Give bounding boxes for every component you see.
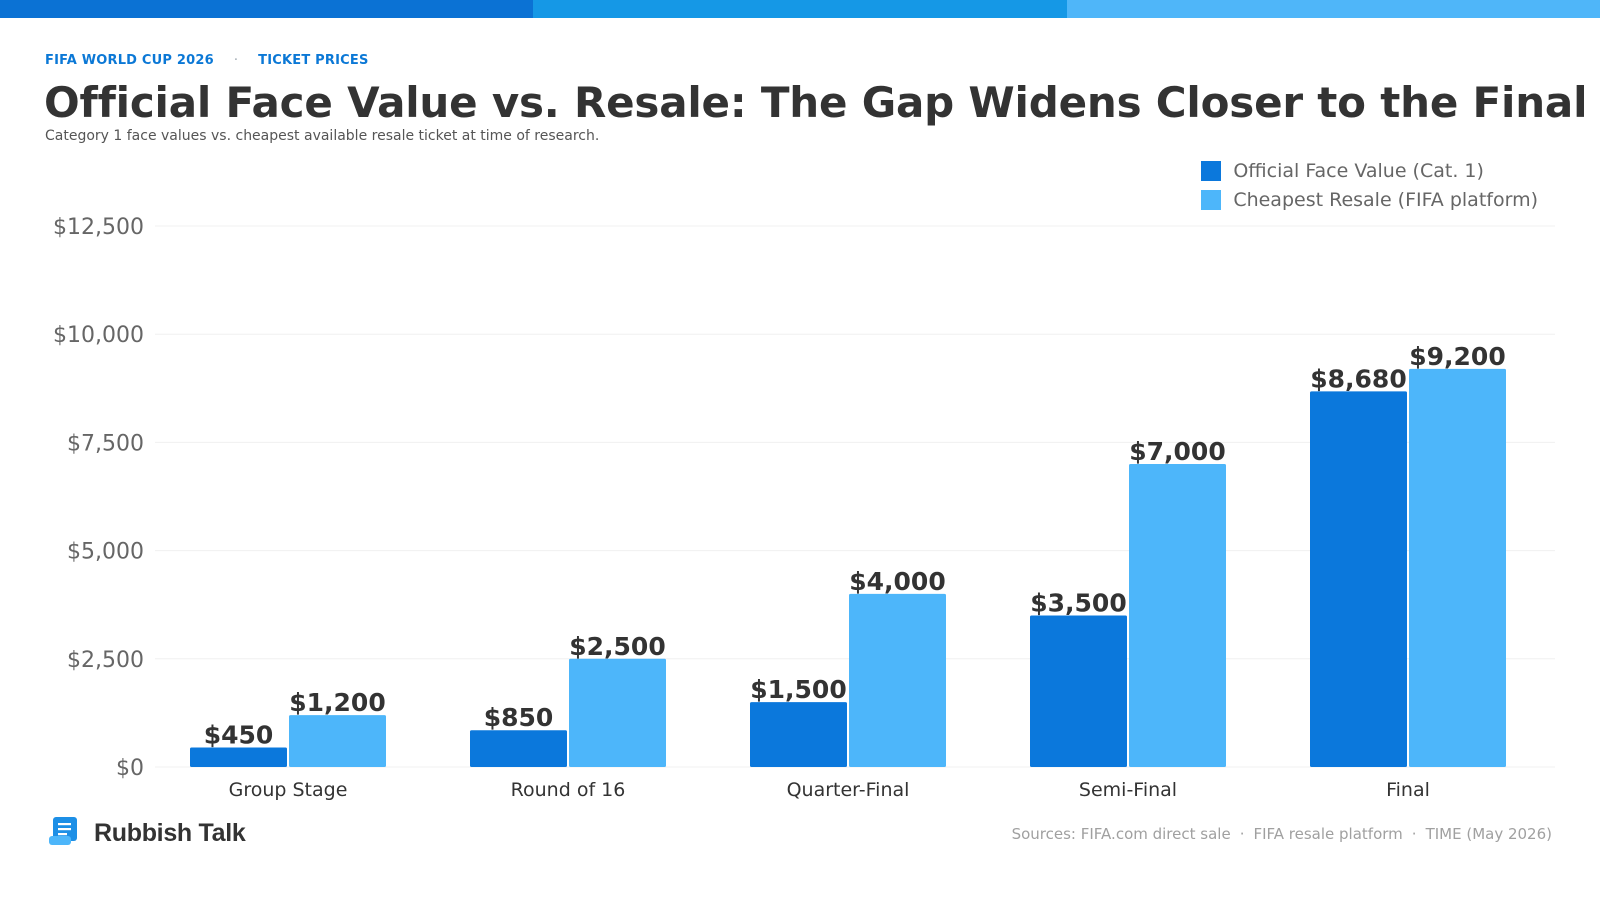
bar-face-value [470, 730, 567, 767]
x-tick-label: Final [1386, 779, 1430, 801]
x-tick-label: Group Stage [229, 779, 348, 801]
data-label: $1,500 [750, 675, 846, 704]
bar-resale [849, 593, 946, 767]
top-accent-segment [533, 0, 1067, 18]
data-label: $2,500 [569, 632, 665, 661]
kicker-separator: · [233, 53, 239, 68]
source-item: FIFA resale platform [1253, 825, 1403, 843]
bar-face-value [1030, 615, 1127, 767]
brand-name: Rubbish Talk [94, 818, 246, 847]
bar-resale [569, 658, 666, 767]
source-separator: · [1239, 825, 1245, 843]
y-tick-label: $5,000 [67, 540, 144, 565]
bar-face-value [1310, 391, 1407, 767]
source-item: TIME (May 2026) [1425, 825, 1552, 843]
top-accent-segment [1066, 0, 1600, 18]
x-tick-label: Quarter-Final [787, 779, 910, 801]
kicker-event: FIFA WORLD CUP 2026 [45, 53, 214, 68]
legend-swatch-resale [1201, 189, 1222, 210]
brand-logo: Rubbish Talk [48, 816, 246, 850]
y-tick-label: $0 [116, 756, 144, 781]
legend-swatch-face-value [1201, 160, 1222, 181]
data-label: $7,000 [1129, 437, 1225, 466]
source-item: Sources: FIFA.com direct sale [1011, 825, 1231, 843]
bar-resale [1409, 368, 1506, 767]
kicker: FIFA WORLD CUP 2026 · TICKET PRICES [45, 53, 369, 68]
y-tick-label: $7,500 [67, 431, 144, 456]
legend-item-face-value: Official Face Value (Cat. 1) [1201, 156, 1538, 185]
data-label: $1,200 [289, 688, 385, 717]
top-accent-bar [0, 0, 1600, 18]
data-label: $3,500 [1030, 589, 1126, 618]
data-label: $8,680 [1310, 364, 1406, 393]
x-tick-label: Round of 16 [511, 779, 626, 801]
legend-item-resale: Cheapest Resale (FIFA platform) [1201, 185, 1538, 214]
scroll-icon [48, 816, 80, 850]
y-tick-label: $10,000 [53, 323, 144, 348]
chart-legend: Official Face Value (Cat. 1) Cheapest Re… [1201, 156, 1538, 214]
data-label: $4,000 [849, 567, 945, 596]
bar-resale [289, 715, 386, 767]
page-subtitle: Category 1 face values vs. cheapest avai… [45, 128, 600, 144]
y-tick-label: $2,500 [67, 648, 144, 673]
data-label: $450 [204, 721, 274, 750]
data-label: $850 [484, 703, 554, 732]
legend-label-resale: Cheapest Resale (FIFA platform) [1233, 188, 1538, 211]
bar-face-value [750, 702, 847, 767]
page-title: Official Face Value vs. Resale: The Gap … [44, 78, 1588, 127]
bar-resale [1129, 464, 1226, 767]
source-separator: · [1411, 825, 1417, 843]
sources-line: Sources: FIFA.com direct sale · FIFA res… [1012, 825, 1552, 843]
top-accent-segment [0, 0, 534, 18]
bar-face-value [190, 747, 287, 767]
x-tick-label: Semi-Final [1079, 779, 1177, 801]
legend-label-face-value: Official Face Value (Cat. 1) [1233, 159, 1484, 182]
y-tick-label: $12,500 [53, 215, 144, 240]
kicker-topic: TICKET PRICES [258, 53, 369, 68]
data-label: $9,200 [1409, 342, 1505, 371]
